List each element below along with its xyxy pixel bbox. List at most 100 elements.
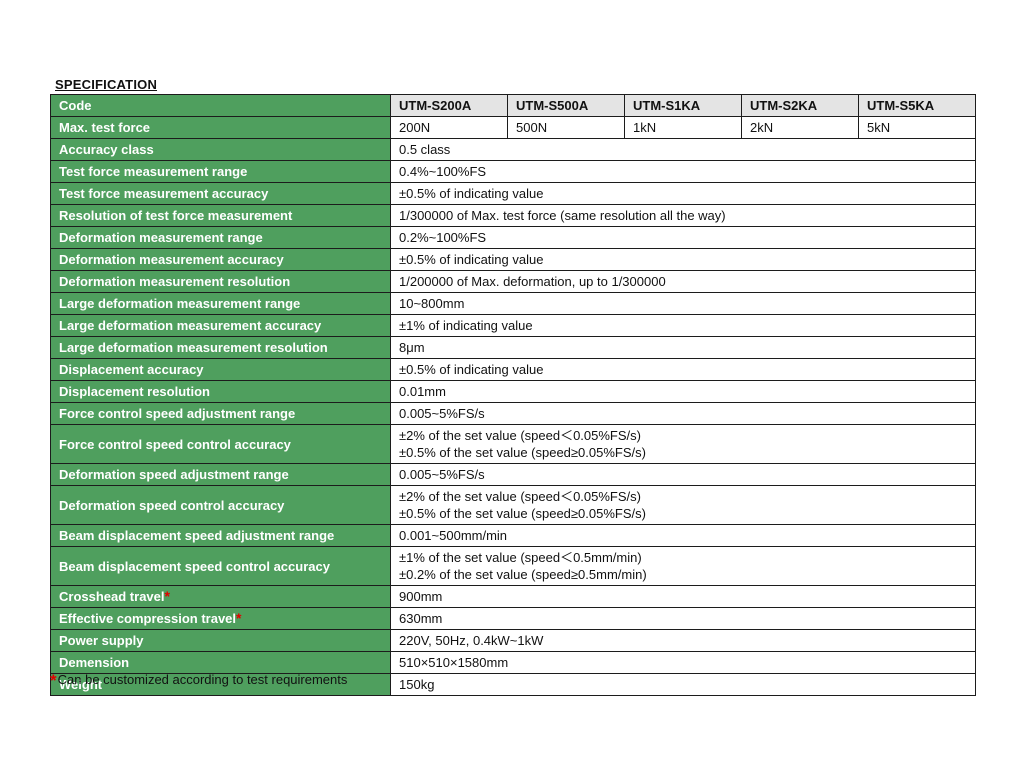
row-label-text: Deformation speed adjustment range: [59, 467, 289, 482]
row-label: Accuracy class: [50, 138, 391, 161]
table-row: Effective compression travel* 630mm: [50, 607, 976, 630]
row-label: Power supply: [50, 629, 391, 652]
cell-value: 1kN: [624, 116, 742, 139]
asterisk: *: [236, 610, 242, 626]
row-value: 1/300000 of Max. test force (same resolu…: [390, 204, 976, 227]
row-label: Code: [50, 94, 391, 117]
table-row: Deformation measurement resolution 1/200…: [50, 270, 976, 293]
footnote-asterisk: *: [50, 671, 57, 690]
specification-table: Code UTM-S200A UTM-S500A UTM-S1KA UTM-S2…: [50, 94, 976, 696]
row-label-text: Accuracy class: [59, 142, 154, 157]
row-value: 10~800mm: [390, 292, 976, 315]
column-header: UTM-S2KA: [741, 94, 859, 117]
cell-value: 500N: [507, 116, 625, 139]
row-value: 0.2%~100%FS: [390, 226, 976, 249]
row-label: Large deformation measurement range: [50, 292, 391, 315]
row-label-text: Effective compression travel: [59, 611, 237, 626]
table-row: Test force measurement accuracy ±0.5% of…: [50, 182, 976, 205]
row-label-text: Test force measurement range: [59, 164, 248, 179]
row-label-text: Displacement resolution: [59, 384, 210, 399]
row-label-text: Large deformation measurement range: [59, 296, 301, 311]
row-value: 220V, 50Hz, 0.4kW~1kW: [390, 629, 976, 652]
row-value: 0.5 class: [390, 138, 976, 161]
row-label-text: Deformation measurement resolution: [59, 274, 291, 289]
row-value: 630mm: [390, 607, 976, 630]
row-label: Crosshead travel*: [50, 585, 391, 608]
row-label: Displacement accuracy: [50, 358, 391, 381]
row-label: Deformation measurement resolution: [50, 270, 391, 293]
row-label: Beam displacement speed adjustment range: [50, 524, 391, 547]
row-value: ±0.5% of indicating value: [390, 358, 976, 381]
table-row: Deformation measurement accuracy ±0.5% o…: [50, 248, 976, 271]
cell-value: 2kN: [741, 116, 859, 139]
row-value: 0.001~500mm/min: [390, 524, 976, 547]
row-value: ±1% of indicating value: [390, 314, 976, 337]
row-label: Deformation speed control accuracy: [50, 485, 391, 525]
table-row: Weight 150kg: [50, 673, 976, 696]
row-label: Beam displacement speed control accuracy: [50, 546, 391, 586]
table-row: Force control speed adjustment range 0.0…: [50, 402, 976, 425]
row-value: 510×510×1580mm: [390, 651, 976, 674]
table-row: Power supply 220V, 50Hz, 0.4kW~1kW: [50, 629, 976, 652]
table-row: Test force measurement range 0.4%~100%FS: [50, 160, 976, 183]
column-header: UTM-S200A: [390, 94, 508, 117]
row-label-text: Force control speed control accuracy: [59, 436, 291, 452]
row-label: Displacement resolution: [50, 380, 391, 403]
row-label-text: Deformation measurement accuracy: [59, 252, 284, 267]
table-row: Resolution of test force measurement 1/3…: [50, 204, 976, 227]
table-row: Deformation measurement range 0.2%~100%F…: [50, 226, 976, 249]
cell-value: 200N: [390, 116, 508, 139]
row-label-text: Force control speed adjustment range: [59, 406, 296, 421]
column-header: UTM-S1KA: [624, 94, 742, 117]
row-label-text: Beam displacement speed control accuracy: [59, 558, 330, 574]
row-label-text: Crosshead travel: [59, 589, 165, 604]
footnote: *Can be customized according to test req…: [50, 671, 347, 691]
row-label: Large deformation measurement accuracy: [50, 314, 391, 337]
page-title: SPECIFICATION: [55, 77, 158, 92]
row-value: 150kg: [390, 673, 976, 696]
table-row: Large deformation measurement accuracy ±…: [50, 314, 976, 337]
table-row: Deformation speed control accuracy ±2% o…: [50, 485, 976, 525]
row-value: ±2% of the set value (speed＜0.05%FS/s) ±…: [390, 485, 976, 525]
row-label: Weight: [50, 673, 391, 696]
table-row: Displacement resolution 0.01mm: [50, 380, 976, 403]
row-label: Deformation speed adjustment range: [50, 463, 391, 486]
row-label: Effective compression travel*: [50, 607, 391, 630]
table-row: Beam displacement speed control accuracy…: [50, 546, 976, 586]
table-row: Deformation speed adjustment range 0.005…: [50, 463, 976, 486]
row-label-text: Large deformation measurement accuracy: [59, 318, 322, 333]
row-label-text: Deformation speed control accuracy: [59, 497, 285, 513]
table-row: Large deformation measurement resolution…: [50, 336, 976, 359]
table-row: Demension 510×510×1580mm: [50, 651, 976, 674]
row-label-text: Power supply: [59, 633, 144, 648]
row-value: 0.01mm: [390, 380, 976, 403]
row-value: ±0.5% of indicating value: [390, 182, 976, 205]
table-row-code: Code UTM-S200A UTM-S500A UTM-S1KA UTM-S2…: [50, 94, 976, 117]
row-label-text: Resolution of test force measurement: [59, 208, 293, 223]
asterisk: *: [164, 588, 170, 604]
row-label: Deformation measurement accuracy: [50, 248, 391, 271]
row-value: 900mm: [390, 585, 976, 608]
row-label: Deformation measurement range: [50, 226, 391, 249]
row-label: Max. test force: [50, 116, 391, 139]
row-value: ±0.5% of indicating value: [390, 248, 976, 271]
table-row: Force control speed control accuracy ±2%…: [50, 424, 976, 464]
row-value: 8μm: [390, 336, 976, 359]
row-label-text: Beam displacement speed adjustment range: [59, 528, 335, 543]
row-label: Test force measurement range: [50, 160, 391, 183]
cell-value: 5kN: [858, 116, 976, 139]
table-row: Crosshead travel* 900mm: [50, 585, 976, 608]
row-value: 0.4%~100%FS: [390, 160, 976, 183]
table-row-max-test-force: Max. test force 200N 500N 1kN 2kN 5kN: [50, 116, 976, 139]
row-label: Large deformation measurement resolution: [50, 336, 391, 359]
row-label: Force control speed adjustment range: [50, 402, 391, 425]
column-header: UTM-S5KA: [858, 94, 976, 117]
table-row: Large deformation measurement range 10~8…: [50, 292, 976, 315]
table-row: Beam displacement speed adjustment range…: [50, 524, 976, 547]
table-row: Accuracy class 0.5 class: [50, 138, 976, 161]
row-value: ±2% of the set value (speed＜0.05%FS/s) ±…: [390, 424, 976, 464]
row-value: 1/200000 of Max. deformation, up to 1/30…: [390, 270, 976, 293]
table-row: Displacement accuracy ±0.5% of indicatin…: [50, 358, 976, 381]
row-label-text: Weight: [59, 677, 103, 692]
